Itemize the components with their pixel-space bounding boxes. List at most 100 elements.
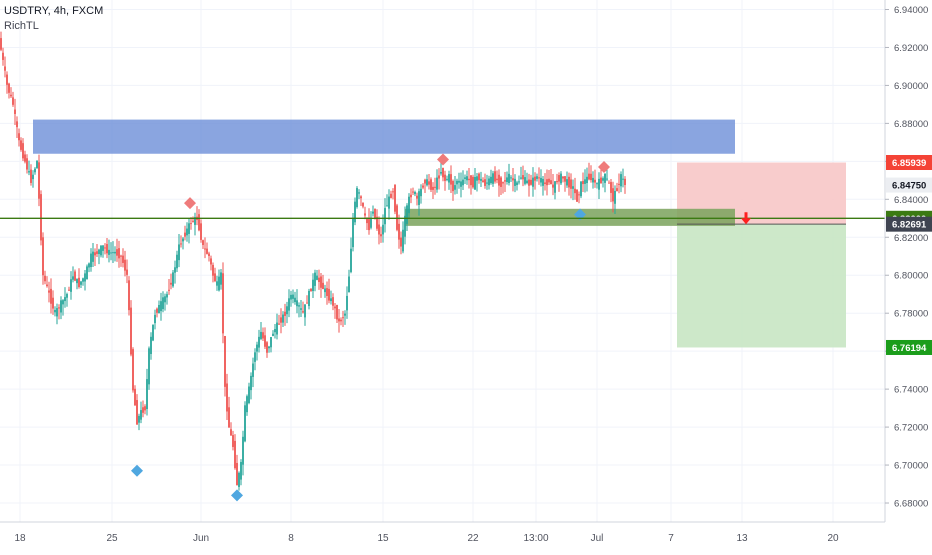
candle-body [290,294,292,300]
candle-body [4,66,6,71]
candle-body [390,193,392,198]
candle-body [118,248,120,259]
y-tick-label: 6.82000 [894,233,928,244]
price-tag-label-target: 6.76194 [892,343,927,354]
candle-body [192,220,194,222]
markers [131,153,610,502]
candle-body [284,311,286,316]
candle-body [486,182,488,184]
candle-body [322,282,324,290]
candle-body [578,194,580,196]
candle-body [228,407,230,428]
candle-body [358,192,360,194]
candle-body [470,175,472,186]
candle-body [480,178,482,181]
candle-body [212,264,214,276]
candle-body [514,178,516,186]
candle-body [44,275,46,282]
candle-body [572,186,574,189]
candle-body [524,177,526,184]
candle-body [206,248,208,254]
candle-body [354,201,356,223]
candle-body [312,279,314,292]
candle-body [80,281,82,285]
candle-body [124,259,126,271]
candle-body [166,294,168,298]
candle-body [408,196,410,214]
candle-body [288,298,290,311]
candle-body [68,289,70,291]
y-tick-label: 6.90000 [894,81,928,92]
x-tick-label: 7 [668,533,674,544]
candle-body [188,223,190,234]
candle-body [268,346,270,349]
candle-body [128,280,130,311]
candle-body [310,288,312,292]
candle-body [392,191,394,193]
candle-body [304,304,306,318]
candle-body [334,306,336,309]
candle-body [164,296,166,303]
candle-body [604,173,606,183]
candle-body [380,234,382,237]
time-axis [0,522,885,550]
candle-body [462,179,464,186]
candle-body [18,133,20,141]
chart-header: USDTRY, 4h, FXCM RichTL [4,4,103,34]
candle-body [220,272,222,285]
candle-body [58,307,60,309]
candle-body [406,205,408,224]
candles [0,31,626,491]
candle-body [378,224,380,235]
candle-body [398,223,400,240]
candle-body [418,191,420,205]
candle-body [88,263,90,268]
candle-body [566,179,568,186]
candle-body [366,218,368,224]
price-tag-label-entry: 6.82691 [892,220,927,231]
x-tick-label: 18 [14,533,26,544]
blue-diamond-marker [574,208,586,221]
candle-body [574,188,576,194]
candle-body [232,435,234,447]
candle-body [126,269,128,275]
candle-body [580,181,582,197]
candle-body [76,278,78,284]
candle-body [64,297,66,302]
candle-body [484,179,486,186]
sell-arrow-icon [741,212,751,225]
candle-body [516,182,518,186]
candle-body [70,279,72,292]
candle-body [590,173,592,181]
candle-body [520,177,522,179]
candle-body [236,462,238,486]
candle-body [96,251,98,254]
candle-body [332,297,334,306]
candle-body [78,277,80,287]
candle-body [272,333,274,336]
candle-body [434,186,436,188]
candle-body [24,154,26,162]
candle-body [448,174,450,183]
candle-body [224,335,226,387]
candle-body [372,211,374,214]
candle-body [394,185,396,212]
candle-body [238,472,240,487]
candle-body [508,173,510,183]
candle-body [52,297,54,309]
candle-body [154,314,156,324]
candle-body [10,94,12,97]
candle-body [374,208,376,219]
candle-body [182,238,184,242]
candle-body [168,289,170,291]
candle-body [172,272,174,287]
candle-body [474,177,476,190]
candle-body [174,267,176,273]
candle-body [450,174,452,185]
candle-body [66,294,68,298]
candle-body [444,174,446,181]
candle-body [104,247,106,249]
y-tick-label: 6.74000 [894,385,928,396]
